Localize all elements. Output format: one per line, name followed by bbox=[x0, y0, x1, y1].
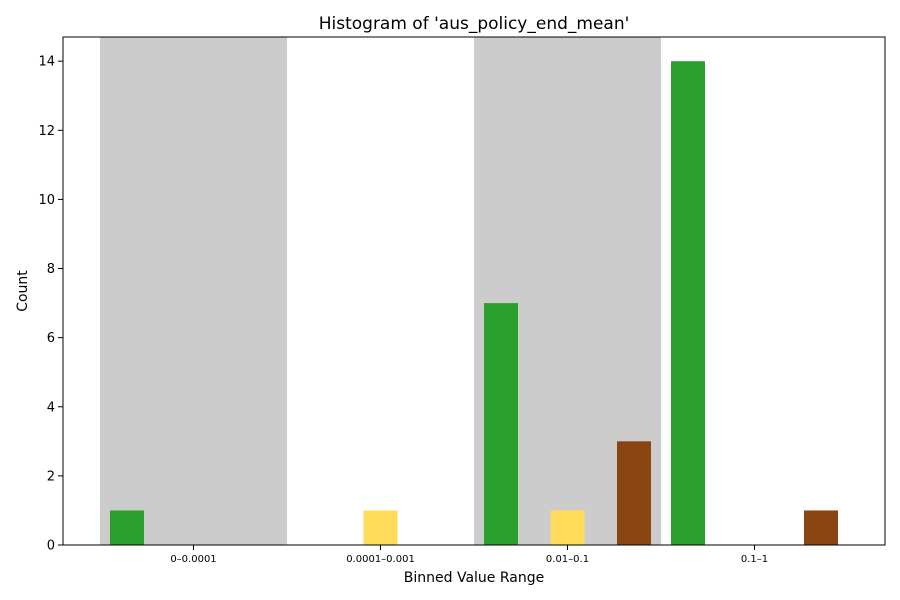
x-ticks: 0–0.0001 0.0001–0.001 0.01–0.1 0.1–1 bbox=[170, 545, 768, 565]
x-tick-label: 0.01–0.1 bbox=[546, 554, 589, 565]
plot-frame bbox=[62, 36, 886, 546]
y-ticks: 0 2 4 6 8 10 12 14 bbox=[38, 55, 63, 554]
bar bbox=[363, 510, 398, 545]
x-tick-label: 0.0001–0.001 bbox=[346, 554, 415, 565]
y-tick-label: 2 bbox=[47, 469, 55, 484]
chart-title: Histogram of 'aus_policy_end_mean' bbox=[319, 14, 630, 34]
bar bbox=[804, 510, 838, 545]
y-tick-label: 4 bbox=[47, 400, 55, 415]
bar bbox=[671, 61, 705, 545]
bar bbox=[550, 510, 585, 545]
y-axis-label: Count bbox=[15, 270, 31, 312]
bar bbox=[110, 510, 144, 545]
shaded-band bbox=[100, 37, 287, 545]
x-axis-label: Binned Value Range bbox=[404, 570, 544, 586]
y-tick-label: 10 bbox=[38, 193, 55, 208]
bar bbox=[484, 303, 518, 545]
x-tick-label: 0–0.0001 bbox=[170, 554, 216, 565]
shaded-bands bbox=[100, 37, 661, 545]
x-tick-label: 0.1–1 bbox=[741, 554, 768, 565]
y-tick-label: 14 bbox=[38, 55, 55, 70]
y-tick-label: 6 bbox=[47, 331, 55, 346]
bar bbox=[617, 441, 651, 545]
y-tick-label: 8 bbox=[47, 262, 55, 277]
y-tick-label: 12 bbox=[38, 124, 55, 139]
bars bbox=[110, 61, 838, 545]
y-tick-label: 0 bbox=[47, 539, 55, 554]
